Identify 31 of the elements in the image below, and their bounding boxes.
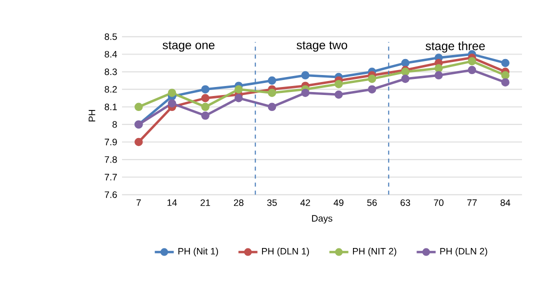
annotation: stage two: [296, 41, 348, 52]
x-tick-label: 56: [367, 199, 377, 206]
y-tick-label: 7.9: [104, 138, 117, 146]
x-tick-label: 63: [400, 199, 410, 206]
y-tick-label: 7.6: [104, 191, 117, 198]
y-tick-label: 8.4: [104, 50, 118, 58]
x-tick-label: 28: [234, 199, 244, 206]
annotation: stage one: [162, 41, 214, 52]
y-tick-label: 8.5: [104, 33, 117, 40]
x-tick-label: 7: [136, 199, 141, 206]
legend-label: PH (DLN 2): [440, 248, 488, 256]
x-tick-label: 14: [168, 199, 177, 206]
y-tick-label: 8.1: [104, 104, 117, 110]
y-tick-label: 8.3: [104, 68, 117, 76]
x-tick-label: 21: [200, 199, 210, 206]
x-tick-label: 42: [300, 199, 310, 206]
legend-label: PH (Nit 1): [178, 248, 218, 256]
legend-label: PH (DLN 1): [262, 248, 309, 256]
y-tick-label: 7.7: [104, 174, 117, 180]
y-tick-label: 7.8: [104, 156, 117, 163]
y-axis-title: PH: [88, 110, 96, 122]
annotation: stage three: [426, 41, 485, 53]
y-tick-label: 8: [112, 121, 117, 128]
x-tick-label: 84: [500, 199, 510, 206]
legend-label: PH (NIT 2): [352, 248, 396, 256]
y-tick-label: 8.2: [104, 86, 117, 93]
x-tick-label: 35: [267, 199, 277, 206]
x-tick-label: 49: [334, 199, 344, 206]
x-tick-label: 77: [467, 199, 477, 206]
x-tick-label: 70: [434, 199, 444, 206]
x-axis-title: Days: [312, 215, 332, 224]
